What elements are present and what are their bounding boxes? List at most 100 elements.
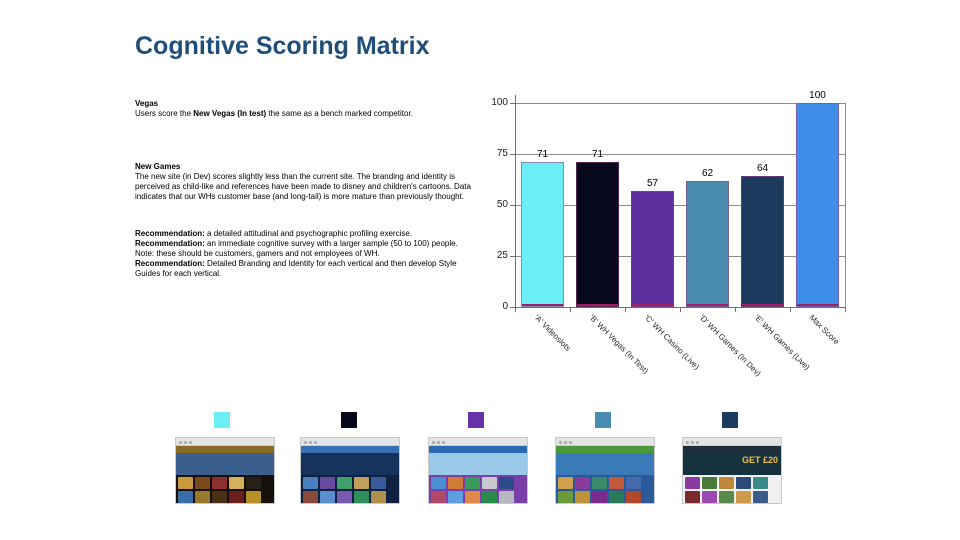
bar-max-score — [796, 103, 839, 307]
site-nav-bar — [556, 446, 654, 453]
recommendation-text: an immediate cognitive survey with a lar… — [135, 239, 458, 258]
game-tile — [592, 477, 607, 489]
note-vegas-body: Users score the New Vegas (In test) the … — [135, 109, 473, 119]
game-tile — [246, 491, 261, 503]
bar-value-label: 57 — [646, 178, 659, 189]
recommendation-label: Recommendation: — [135, 229, 205, 238]
y-axis-label-75: 75 — [496, 148, 508, 159]
game-tile-grid — [556, 475, 654, 503]
x-category-label: 'C' WH Casino (Live) — [642, 313, 702, 372]
y-axis-label-50: 50 — [496, 199, 508, 210]
browser-window-dot — [189, 441, 192, 444]
browser-window-dot — [437, 441, 440, 444]
bar-value-label: 71 — [591, 149, 604, 160]
cognitive-score-bar-chart: 0 25 50 75 100 71 'A' Videoslots 71 'B' WH Vegas… — [480, 85, 870, 395]
gridline-75 — [515, 154, 845, 155]
gridline-50 — [515, 205, 845, 206]
game-tile — [558, 477, 573, 489]
x-category-label: Max Score — [807, 313, 842, 347]
game-tile — [212, 491, 227, 503]
y-axis-label-25: 25 — [496, 250, 508, 261]
x-tick-2 — [625, 307, 626, 312]
browser-chrome-bar — [556, 438, 654, 446]
bar-baseline-strip — [522, 304, 563, 306]
legend-swatch-wh-games-in-dev — [595, 412, 611, 428]
browser-window-dot — [691, 441, 694, 444]
game-tile — [303, 491, 318, 503]
game-tile — [719, 477, 734, 489]
game-tile — [482, 477, 497, 489]
note-recommendations: Recommendation: a detailed attitudinal a… — [135, 229, 473, 279]
game-tile — [609, 477, 624, 489]
browser-window-dot — [179, 441, 182, 444]
game-tile — [753, 491, 768, 503]
game-tile — [499, 477, 514, 489]
game-tile — [229, 491, 244, 503]
note-vegas: Vegas Users score the New Vegas (In test… — [135, 99, 473, 119]
game-tile — [575, 477, 590, 489]
bar-b-wh-vegas-in-test — [576, 162, 619, 307]
x-tick-1 — [570, 307, 571, 312]
game-tile — [465, 491, 480, 503]
note-vegas-body-bold: New Vegas (In test) — [193, 109, 267, 118]
y-tick-75 — [510, 154, 515, 155]
browser-window-dot — [696, 441, 699, 444]
browser-window-dot — [314, 441, 317, 444]
x-tick-6 — [845, 307, 846, 312]
browser-window-dot — [559, 441, 562, 444]
bar-e-wh-games-live — [741, 176, 784, 307]
game-tile — [229, 477, 244, 489]
game-tile — [719, 491, 734, 503]
game-tile — [178, 477, 193, 489]
game-tile-grid — [683, 475, 781, 503]
legend-swatch-videoslots — [214, 412, 230, 428]
game-tile — [354, 491, 369, 503]
gridline-25 — [515, 256, 845, 257]
game-tile — [195, 491, 210, 503]
browser-chrome-bar — [301, 438, 399, 446]
game-tile — [448, 477, 463, 489]
y-axis-label-0: 0 — [502, 301, 508, 312]
game-tile — [685, 477, 700, 489]
game-tile — [499, 491, 514, 503]
bar-a-videoslots — [521, 162, 564, 307]
game-tile — [354, 477, 369, 489]
legend-swatch-wh-games-live — [722, 412, 738, 428]
note-new-games-body: The new site (in Dev) scores slightly le… — [135, 172, 471, 201]
note-vegas-heading: Vegas — [135, 99, 159, 108]
site-nav-bar — [301, 446, 399, 453]
wh-games-in-dev-site-screenshot — [555, 437, 655, 504]
game-tile — [736, 491, 751, 503]
wh-vegas-in-test-site-screenshot — [300, 437, 400, 504]
x-tick-0 — [515, 307, 516, 312]
game-tile — [303, 477, 318, 489]
game-tile — [609, 491, 624, 503]
game-tile — [337, 491, 352, 503]
site-nav-bar — [683, 446, 781, 453]
site-nav-bar — [429, 446, 527, 453]
browser-window-dot — [442, 441, 445, 444]
game-tile — [592, 491, 607, 503]
game-tile — [320, 477, 335, 489]
gridline-100 — [515, 103, 845, 104]
x-category-label: 'B' WH Vegas (In Test) — [587, 313, 651, 376]
game-tile — [702, 491, 717, 503]
plot-right-border — [845, 103, 846, 307]
browser-window-dot — [564, 441, 567, 444]
y-tick-100 — [510, 103, 515, 104]
site-hero-banner — [301, 453, 399, 475]
bar-d-wh-games-in-dev — [686, 181, 729, 307]
bar-value-label: 64 — [756, 163, 769, 174]
game-tile — [575, 491, 590, 503]
browser-window-dot — [184, 441, 187, 444]
note-vegas-body-post: the same as a bench marked competitor. — [266, 109, 413, 118]
site-hero-banner — [429, 453, 527, 475]
recommendation-item: Recommendation: an immediate cognitive s… — [135, 239, 473, 259]
recommendation-text: a detailed attitudinal and psychographic… — [204, 229, 413, 238]
videoslots-site-screenshot — [175, 437, 275, 504]
site-hero-banner — [556, 453, 654, 475]
game-tile-grid — [429, 475, 527, 503]
game-tile — [465, 477, 480, 489]
game-tile — [753, 477, 768, 489]
